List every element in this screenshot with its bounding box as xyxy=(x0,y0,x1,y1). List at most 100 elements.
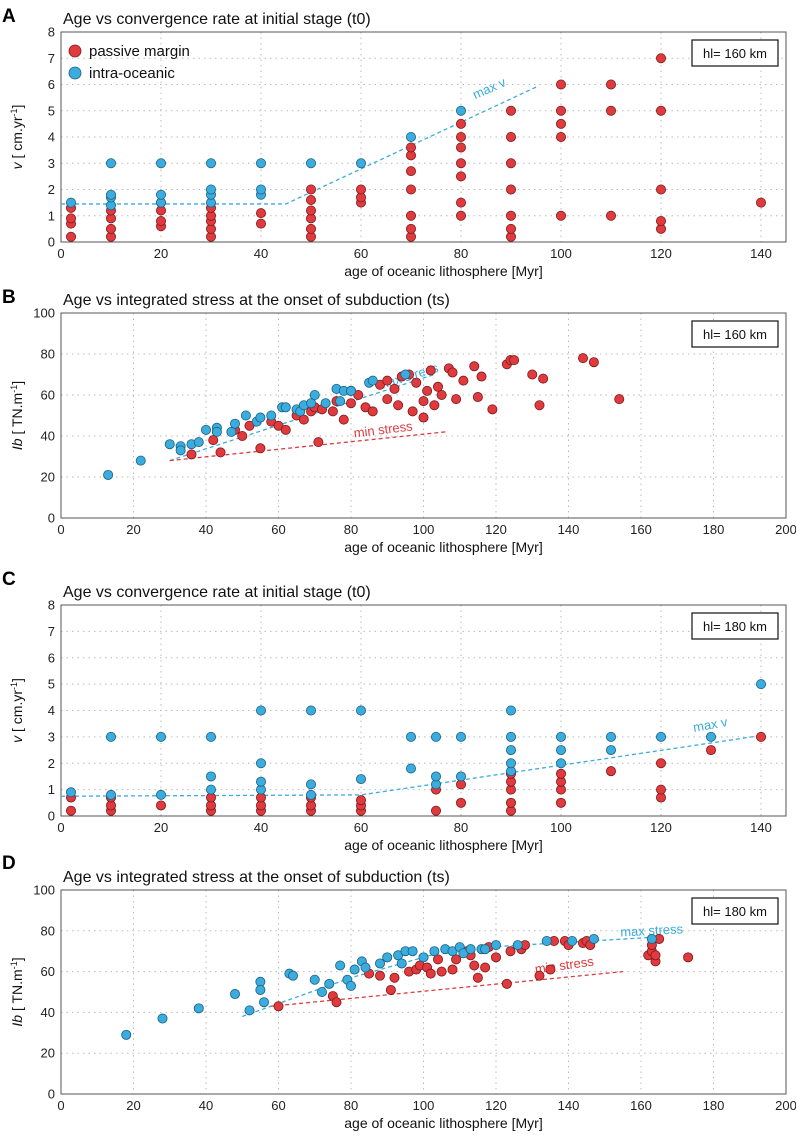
panel-c-points xyxy=(66,679,767,816)
panel-d-x-tick-label: 100 xyxy=(413,1098,435,1113)
passive-margin-point xyxy=(455,142,466,153)
passive-margin-point xyxy=(490,952,501,963)
intra-oceanic-point xyxy=(255,984,266,995)
panel-c-x-ticks: 0 20 40 60 80 100 120 140 xyxy=(57,820,771,835)
panel-c-grid xyxy=(61,605,786,816)
intra-oceanic-point xyxy=(480,944,491,955)
intra-oceanic-point xyxy=(490,940,501,951)
intra-oceanic-point xyxy=(316,987,327,998)
passive-margin-point xyxy=(393,400,404,411)
panel-a-y-axis-label: v [ cm.yr-1] xyxy=(9,105,25,170)
intra-oceanic-point xyxy=(306,398,317,409)
intra-oceanic-point xyxy=(164,439,175,450)
intra-oceanic-point xyxy=(205,731,216,742)
intra-oceanic-point xyxy=(374,958,385,969)
panel-a-grid xyxy=(61,32,786,242)
panel-d-x-tick-label: 140 xyxy=(558,1098,580,1113)
passive-margin-point xyxy=(425,968,436,979)
passive-margin-point xyxy=(556,79,567,90)
passive-margin-point xyxy=(469,960,480,971)
panel-c-x-tick-label: 60 xyxy=(354,820,368,835)
intra-oceanic-point xyxy=(335,960,346,971)
passive-margin-point xyxy=(447,367,458,378)
intra-oceanic-point xyxy=(258,997,269,1008)
panel-letter-c: C xyxy=(2,569,16,590)
intra-oceanic-point xyxy=(280,402,291,413)
intra-oceanic-point xyxy=(656,731,667,742)
panel-a-x-axis-label: age of oceanic lithosphere [Myr] xyxy=(344,263,542,279)
panel-b-grid xyxy=(61,313,786,518)
passive-margin-point xyxy=(436,966,447,977)
passive-margin-point xyxy=(455,158,466,169)
panel-c-x-axis-label: age of oceanic lithosphere [Myr] xyxy=(344,837,542,853)
intra-oceanic-point xyxy=(305,158,316,169)
intra-oceanic-point xyxy=(244,1005,255,1016)
passive-margin-point xyxy=(505,158,516,169)
panel-d-plot-frame xyxy=(60,889,787,1095)
panel-a: A Age vs convergence rate at initial sta… xyxy=(2,6,787,279)
passive-margin-point xyxy=(389,972,400,983)
passive-margin-point xyxy=(683,952,694,963)
panel-b-points xyxy=(103,353,625,480)
passive-margin-point xyxy=(405,184,416,195)
intra-oceanic-point xyxy=(382,952,393,963)
passive-margin-point xyxy=(367,406,378,417)
panel-b-plot-frame xyxy=(60,312,787,519)
panel-b: B Age vs integrated stress at the onset … xyxy=(2,287,796,555)
passive-margin-point xyxy=(505,223,516,234)
panel-d-hl-box: hl= 180 km xyxy=(691,897,779,925)
panel-b-y-tick-label: 20 xyxy=(41,470,55,485)
panel-d-title: Age vs integrated stress at the onset of… xyxy=(63,869,450,886)
intra-oceanic-point xyxy=(205,158,216,169)
passive-margin-point xyxy=(389,383,400,394)
intra-oceanic-point xyxy=(157,1013,168,1024)
intra-oceanic-point xyxy=(556,758,567,769)
panel-a-max-v-line xyxy=(61,86,537,205)
panel-a-y-tick-label: 4 xyxy=(48,130,55,145)
intra-oceanic-point xyxy=(320,398,331,409)
passive-margin-point xyxy=(305,184,316,195)
legend-intra-label: intra-oceanic xyxy=(89,65,175,82)
panel-d-y-tick-label: 80 xyxy=(41,923,55,938)
passive-margin-point xyxy=(429,400,440,411)
passive-margin-point xyxy=(155,800,166,811)
passive-margin-point xyxy=(472,972,483,983)
passive-margin-point xyxy=(606,79,617,90)
intra-oceanic-point xyxy=(66,197,77,208)
intra-oceanic-point xyxy=(205,184,216,195)
panel-d-hl-label: hl= 180 km xyxy=(703,904,767,919)
passive-margin-point xyxy=(305,223,316,234)
panel-d-x-ticks: 0 20 40 60 80 100 120 140 160 180 200 xyxy=(57,1098,796,1113)
legend-intra-marker xyxy=(68,66,82,80)
intra-oceanic-point xyxy=(255,705,266,716)
intra-oceanic-point xyxy=(505,731,516,742)
passive-margin-point xyxy=(355,184,366,195)
intra-oceanic-point xyxy=(106,189,117,200)
passive-margin-point xyxy=(656,758,667,769)
panel-d-x-tick-label: 0 xyxy=(57,1098,64,1113)
passive-margin-point xyxy=(556,797,567,808)
panel-b-x-ticks: 0 20 40 60 80 100 120 140 160 180 200 xyxy=(57,522,796,537)
panel-d-points xyxy=(121,933,694,1040)
panel-a-plot-frame xyxy=(60,31,787,243)
panel-c-x-tick-label: 20 xyxy=(154,820,168,835)
panel-d: D Age vs integrated stress at the onset … xyxy=(2,853,796,1131)
intra-oceanic-point xyxy=(155,731,166,742)
panel-c-title: Age vs convergence rate at initial stage… xyxy=(63,584,371,601)
passive-margin-point xyxy=(430,805,441,816)
panel-b-hl-box: hl= 160 km xyxy=(691,320,779,348)
passive-margin-point xyxy=(66,805,77,816)
passive-margin-point xyxy=(255,443,266,454)
passive-margin-point xyxy=(656,784,667,795)
intra-oceanic-point xyxy=(455,731,466,742)
panel-c-x-tick-label: 120 xyxy=(650,820,672,835)
panel-b-x-axis-label: age of oceanic lithosphere [Myr] xyxy=(344,539,542,555)
intra-oceanic-point xyxy=(405,131,416,142)
intra-oceanic-point xyxy=(345,385,356,396)
intra-oceanic-point xyxy=(255,412,266,423)
passive-margin-point xyxy=(418,412,429,423)
panel-b-x-tick-label: 40 xyxy=(199,522,213,537)
intra-oceanic-point xyxy=(205,784,216,795)
intra-oceanic-point xyxy=(465,944,476,955)
